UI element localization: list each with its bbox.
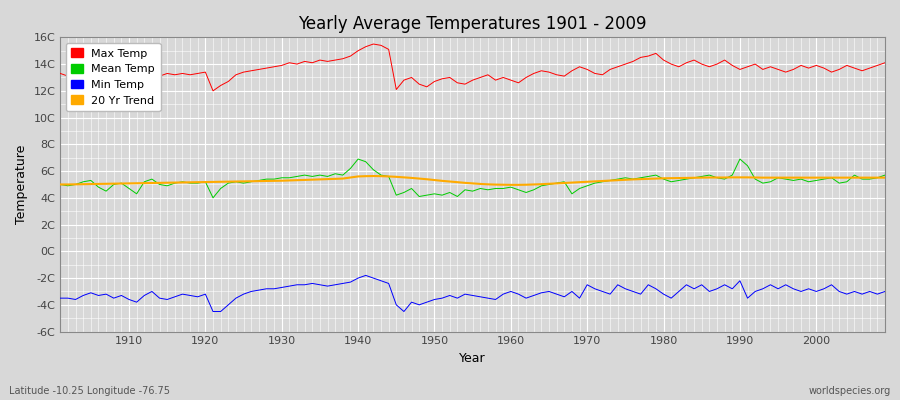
Text: Latitude -10.25 Longitude -76.75: Latitude -10.25 Longitude -76.75 xyxy=(9,386,170,396)
Y-axis label: Temperature: Temperature xyxy=(15,145,28,224)
X-axis label: Year: Year xyxy=(459,352,486,365)
Text: worldspecies.org: worldspecies.org xyxy=(809,386,891,396)
Title: Yearly Average Temperatures 1901 - 2009: Yearly Average Temperatures 1901 - 2009 xyxy=(299,15,647,33)
Legend: Max Temp, Mean Temp, Min Temp, 20 Yr Trend: Max Temp, Mean Temp, Min Temp, 20 Yr Tre… xyxy=(66,43,160,111)
